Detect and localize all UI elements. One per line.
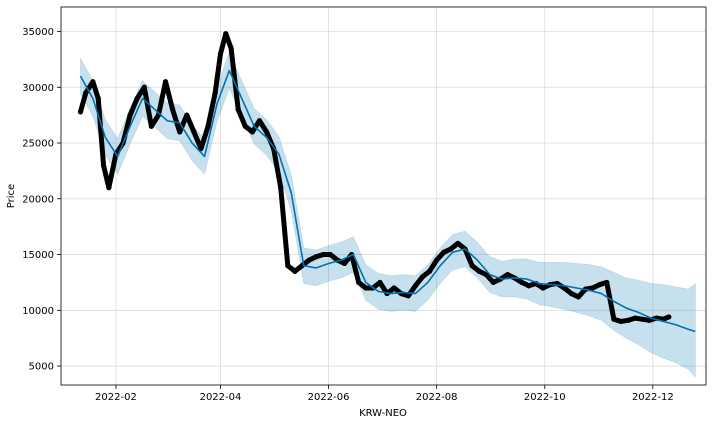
observed-point xyxy=(632,315,638,321)
observed-point xyxy=(476,268,482,274)
observed-point xyxy=(426,268,433,274)
y-tick-label: 35000 xyxy=(22,27,54,38)
forecast-line-group xyxy=(79,69,696,333)
observed-point xyxy=(639,316,645,322)
observed-point xyxy=(242,123,248,129)
observed-point xyxy=(134,95,140,102)
observed-point xyxy=(177,129,183,135)
observed-point xyxy=(441,249,447,255)
observed-point xyxy=(191,129,197,135)
y-tick-label: 20000 xyxy=(22,194,54,205)
observed-point xyxy=(419,274,426,280)
observed-point xyxy=(320,251,326,258)
observed-point xyxy=(83,90,89,96)
y-tick-label: 25000 xyxy=(22,139,54,150)
observed-point xyxy=(611,316,617,322)
y-ticks: 5000 10000 15000 20000 25000 30000 35000 xyxy=(22,27,61,373)
observed-point xyxy=(249,129,255,135)
y-tick-label: 5000 xyxy=(29,362,54,373)
x-tick-label: 2022-10 xyxy=(524,392,566,403)
observed-point xyxy=(228,45,234,51)
plot-frame xyxy=(60,6,707,386)
observed-point xyxy=(540,285,546,291)
observed-point xyxy=(490,279,496,286)
observed-point xyxy=(95,95,101,102)
observed-point xyxy=(434,257,440,263)
observed-point xyxy=(455,240,461,246)
observed-point xyxy=(100,162,107,168)
observed-point xyxy=(141,84,147,90)
observed-point xyxy=(306,257,312,263)
observed-point xyxy=(625,317,631,323)
observed-point xyxy=(77,109,84,115)
observed-point xyxy=(162,79,169,85)
x-tick-label: 2022-06 xyxy=(308,392,350,403)
observed-point xyxy=(327,251,333,258)
observed-point xyxy=(646,317,652,323)
observed-point xyxy=(412,283,418,289)
observed-point xyxy=(483,272,489,278)
observed-point xyxy=(198,146,204,152)
observed-point xyxy=(170,106,176,113)
observed-point xyxy=(184,112,190,118)
observed-point xyxy=(212,90,218,96)
observed-point xyxy=(278,185,284,191)
observed-point xyxy=(341,260,348,267)
observed-point xyxy=(448,246,454,252)
x-tick-label: 2022-02 xyxy=(95,392,137,403)
x-tick-label: 2022-08 xyxy=(416,392,458,403)
observed-point xyxy=(292,268,298,274)
observed-point xyxy=(223,31,229,37)
observed-point xyxy=(519,279,525,286)
observed-point xyxy=(313,254,319,260)
observed-point xyxy=(235,106,241,113)
observed-point xyxy=(618,318,624,325)
observed-point xyxy=(391,285,397,291)
observed-point xyxy=(405,293,411,299)
observed-point xyxy=(90,79,96,85)
forecast-line xyxy=(79,69,696,333)
y-tick-label: 10000 xyxy=(22,306,54,317)
observed-point xyxy=(285,263,291,269)
observed-point xyxy=(469,263,475,269)
observed-point xyxy=(604,279,610,286)
observed-point xyxy=(106,185,112,191)
observed-point xyxy=(363,285,369,291)
observed-point xyxy=(148,123,154,129)
observed-point xyxy=(568,290,574,297)
observed-point xyxy=(263,129,270,135)
x-axis-label: KRW-NEO xyxy=(359,408,407,419)
x-ticks: 2022-02 2022-04 2022-06 2022-08 2022-10 2022-… xyxy=(95,385,674,403)
observed-point xyxy=(127,112,133,118)
x-tick-label: 2022-04 xyxy=(200,392,242,403)
observed-point xyxy=(377,279,383,286)
observed-point xyxy=(666,314,672,320)
observed-point xyxy=(356,279,362,286)
y-tick-label: 30000 xyxy=(22,83,54,94)
y-tick-label: 15000 xyxy=(22,250,54,261)
x-tick-label: 2022-12 xyxy=(632,392,674,403)
plot-background xyxy=(61,7,706,385)
observed-points xyxy=(77,31,672,325)
observed-point xyxy=(589,285,596,291)
observed-point xyxy=(597,282,603,288)
observed-point xyxy=(504,272,511,278)
y-axis-label: Price xyxy=(6,184,17,208)
observed-point xyxy=(575,294,582,300)
observed-point xyxy=(205,123,211,129)
observed-point xyxy=(256,118,263,124)
observed-point xyxy=(526,283,532,289)
observed-point xyxy=(217,51,224,57)
